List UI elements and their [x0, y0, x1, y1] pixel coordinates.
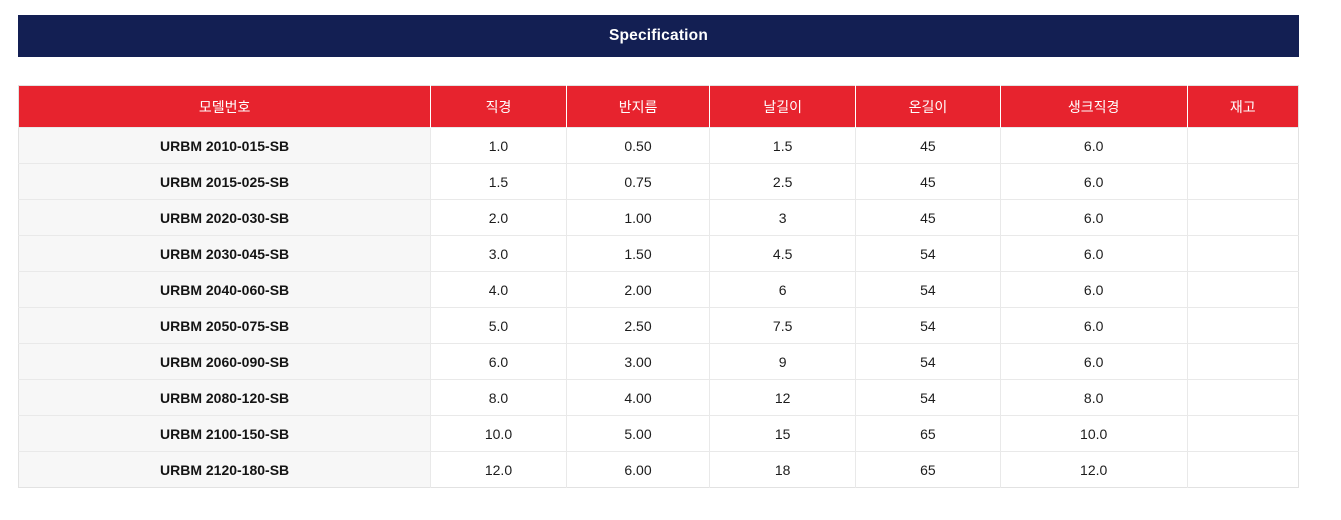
cell-stock [1187, 451, 1299, 488]
cell-radius: 1.00 [566, 199, 711, 236]
cell-stock [1187, 379, 1299, 416]
cell-overall-length: 54 [855, 379, 1001, 416]
cell-model: URBM 2030-045-SB [18, 235, 432, 272]
cell-flute-length: 18 [709, 451, 857, 488]
cell-overall-length: 45 [855, 199, 1001, 236]
cell-shank-diameter: 6.0 [1000, 199, 1188, 236]
table-row: URBM 2120-180-SB 12.0 6.00 18 65 12.0 [18, 451, 1299, 488]
table-row: URBM 2030-045-SB 3.0 1.50 4.5 54 6.0 [18, 235, 1299, 272]
cell-stock [1187, 235, 1299, 272]
table-row: URBM 2020-030-SB 2.0 1.00 3 45 6.0 [18, 199, 1299, 236]
cell-radius: 2.50 [566, 307, 711, 344]
cell-flute-length: 12 [709, 379, 857, 416]
cell-flute-length: 2.5 [709, 163, 857, 200]
cell-diameter: 8.0 [430, 379, 567, 416]
cell-shank-diameter: 6.0 [1000, 271, 1188, 308]
cell-diameter: 1.5 [430, 163, 567, 200]
table-row: URBM 2050-075-SB 5.0 2.50 7.5 54 6.0 [18, 307, 1299, 344]
cell-model: URBM 2100-150-SB [18, 415, 432, 452]
cell-overall-length: 54 [855, 307, 1001, 344]
col-header-flute-length: 날길이 [709, 85, 857, 128]
cell-stock [1187, 307, 1299, 344]
cell-model: URBM 2080-120-SB [18, 379, 432, 416]
cell-model: URBM 2020-030-SB [18, 199, 432, 236]
cell-flute-length: 3 [709, 199, 857, 236]
cell-model: URBM 2010-015-SB [18, 127, 432, 164]
cell-radius: 3.00 [566, 343, 711, 380]
cell-shank-diameter: 6.0 [1000, 127, 1188, 164]
cell-shank-diameter: 6.0 [1000, 235, 1188, 272]
cell-diameter: 4.0 [430, 271, 567, 308]
table-row: URBM 2080-120-SB 8.0 4.00 12 54 8.0 [18, 379, 1299, 416]
col-header-shank-diameter: 생크직경 [1000, 85, 1188, 128]
cell-radius: 1.50 [566, 235, 711, 272]
cell-diameter: 10.0 [430, 415, 567, 452]
cell-diameter: 12.0 [430, 451, 567, 488]
cell-diameter: 1.0 [430, 127, 567, 164]
section-title: Specification [608, 27, 709, 44]
cell-shank-diameter: 6.0 [1000, 163, 1188, 200]
cell-diameter: 2.0 [430, 199, 567, 236]
spec-table-body: URBM 2010-015-SB 1.0 0.50 1.5 45 6.0 URB… [18, 127, 1299, 488]
col-header-model: 모델번호 [18, 85, 432, 128]
cell-stock [1187, 343, 1299, 380]
col-header-radius: 반지름 [566, 85, 711, 128]
cell-overall-length: 65 [855, 451, 1001, 488]
cell-shank-diameter: 8.0 [1000, 379, 1188, 416]
table-row: URBM 2015-025-SB 1.5 0.75 2.5 45 6.0 [18, 163, 1299, 200]
table-header-row: 모델번호 직경 반지름 날길이 온길이 생크직경 재고 [18, 85, 1299, 128]
cell-radius: 2.00 [566, 271, 711, 308]
cell-stock [1187, 163, 1299, 200]
cell-radius: 6.00 [566, 451, 711, 488]
col-header-stock: 재고 [1187, 85, 1299, 128]
spec-table: 모델번호 직경 반지름 날길이 온길이 생크직경 재고 URBM 2010-01… [18, 85, 1299, 488]
table-row: URBM 2040-060-SB 4.0 2.00 6 54 6.0 [18, 271, 1299, 308]
col-header-overall-length: 온길이 [855, 85, 1001, 128]
cell-model: URBM 2120-180-SB [18, 451, 432, 488]
table-row: URBM 2060-090-SB 6.0 3.00 9 54 6.0 [18, 343, 1299, 380]
cell-flute-length: 6 [709, 271, 857, 308]
cell-diameter: 5.0 [430, 307, 567, 344]
cell-overall-length: 54 [855, 343, 1001, 380]
cell-flute-length: 4.5 [709, 235, 857, 272]
cell-model: URBM 2040-060-SB [18, 271, 432, 308]
cell-overall-length: 54 [855, 235, 1001, 272]
cell-shank-diameter: 10.0 [1000, 415, 1188, 452]
cell-model: URBM 2050-075-SB [18, 307, 432, 344]
cell-overall-length: 45 [855, 127, 1001, 164]
cell-flute-length: 7.5 [709, 307, 857, 344]
cell-radius: 5.00 [566, 415, 711, 452]
cell-diameter: 6.0 [430, 343, 567, 380]
cell-stock [1187, 415, 1299, 452]
table-row: URBM 2010-015-SB 1.0 0.50 1.5 45 6.0 [18, 127, 1299, 164]
cell-model: URBM 2060-090-SB [18, 343, 432, 380]
cell-stock [1187, 127, 1299, 164]
cell-overall-length: 45 [855, 163, 1001, 200]
content-area: Specification 모델번호 직경 반지름 날길이 온길이 생크직경 재… [18, 15, 1299, 488]
cell-stock [1187, 271, 1299, 308]
cell-flute-length: 1.5 [709, 127, 857, 164]
cell-model: URBM 2015-025-SB [18, 163, 432, 200]
cell-shank-diameter: 6.0 [1000, 307, 1188, 344]
cell-diameter: 3.0 [430, 235, 567, 272]
table-row: URBM 2100-150-SB 10.0 5.00 15 65 10.0 [18, 415, 1299, 452]
col-header-diameter: 직경 [430, 85, 567, 128]
section-title-bar: Specification [18, 15, 1299, 57]
cell-flute-length: 15 [709, 415, 857, 452]
cell-shank-diameter: 6.0 [1000, 343, 1188, 380]
cell-stock [1187, 199, 1299, 236]
cell-flute-length: 9 [709, 343, 857, 380]
cell-shank-diameter: 12.0 [1000, 451, 1188, 488]
cell-radius: 4.00 [566, 379, 711, 416]
cell-overall-length: 54 [855, 271, 1001, 308]
cell-radius: 0.50 [566, 127, 711, 164]
cell-overall-length: 65 [855, 415, 1001, 452]
cell-radius: 0.75 [566, 163, 711, 200]
